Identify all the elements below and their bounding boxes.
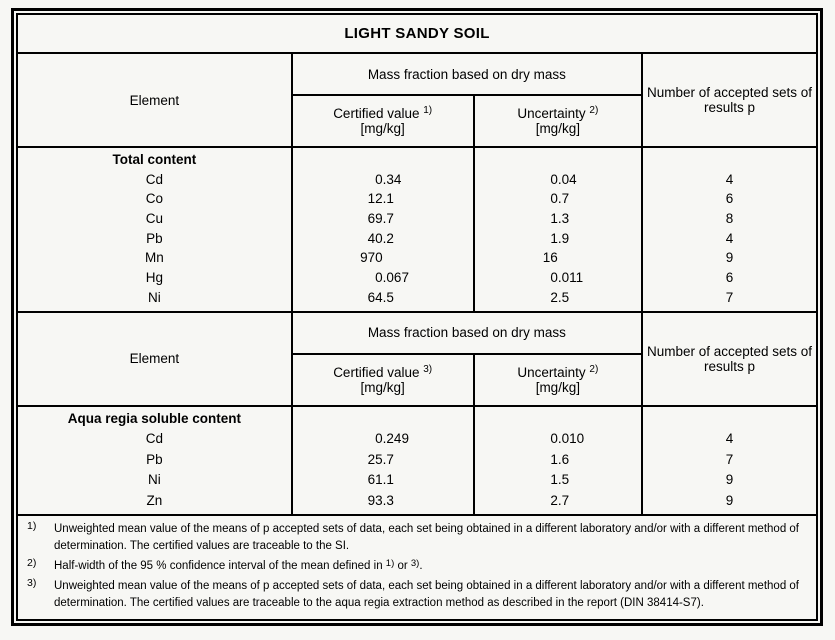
element-symbol: Hg (145, 270, 163, 286)
element-symbol: Cu (145, 211, 163, 227)
uncertainty-value: 0.04 (550, 171, 577, 187)
uncertainty-value: 0.011 (550, 270, 584, 286)
footnotes: 1) Unweighted mean value of the means of … (18, 515, 816, 619)
group-label: Total content (112, 152, 197, 167)
header-mass-fraction-2: Mass fraction based on dry mass (291, 311, 644, 355)
header-uncertainty-1: Uncertainty 2) [mg/kg] (473, 95, 644, 148)
certified-value-label: Certified value (333, 106, 420, 121)
accepted-sets-count: 9 (725, 250, 734, 266)
footnote-marker: 1) (27, 520, 37, 533)
group-label: Aqua regia soluble content (67, 410, 241, 426)
spacer-line (475, 150, 641, 170)
element-symbol: Pb (146, 230, 163, 246)
data-cell-certified: 0.249 25.7 61.1 93.3 (291, 405, 475, 517)
unit-label: [mg/kg] (535, 379, 580, 395)
footnote-ref-2: 2) (589, 105, 599, 116)
header-mass-fraction-1: Mass fraction based on dry mass (291, 53, 644, 96)
accepted-sets-count: 7 (725, 289, 734, 305)
unit-label: [mg/kg] (360, 379, 405, 395)
accepted-sets-count: 7 (725, 451, 734, 467)
spacer-line (475, 409, 641, 430)
certified-value: 970 (360, 250, 383, 266)
certified-value-label: Certified value (333, 364, 420, 380)
accepted-sets-count: 6 (725, 191, 734, 207)
element-symbol: Mn (144, 250, 164, 266)
uncertainty-value: 2.5 (550, 289, 570, 305)
spacer-line (293, 409, 473, 430)
certified-value: 64.5 (367, 289, 394, 305)
accepted-sets-count: 4 (725, 431, 734, 447)
element-symbol: Co (145, 191, 163, 207)
data-cell-uncertainty: 0.04 0.7 1.3 1.9 16 0.011 2.5 (473, 147, 644, 313)
page-title: LIGHT SANDY SOIL (18, 15, 816, 54)
footnote-ref-inline: 3) (410, 558, 420, 570)
data-cell-elements: Total content Cd Co Cu Pb Mn Hg Ni (18, 147, 293, 313)
certified-value: 40.2 (367, 230, 394, 246)
uncertainty-label: Uncertainty (517, 106, 586, 121)
footnote: 2) Half-width of the 95 % confidence inte… (22, 557, 810, 575)
footnote: 3) Unweighted mean value of the means of … (22, 577, 810, 612)
header-uncertainty-2: Uncertainty 2) [mg/kg] (473, 353, 644, 407)
certified-values-table: LIGHT SANDY SOIL Element Mass fraction b… (18, 15, 816, 619)
uncertainty-value: 0.010 (550, 431, 585, 447)
footnote-marker: 2) (27, 557, 37, 570)
footnote-ref-1: 1) (423, 105, 433, 116)
accepted-sets-count: 9 (725, 472, 734, 488)
data-cell-p: 4 7 9 9 (642, 405, 816, 517)
element-symbol: Pb (146, 451, 163, 467)
data-cell-uncertainty: 0.010 1.6 1.5 2.7 (473, 405, 644, 517)
uncertainty-value: 0.7 (550, 191, 570, 207)
uncertainty-value: 16 (542, 250, 558, 266)
certified-value: 0.34 (375, 171, 402, 187)
certified-value: 93.3 (367, 492, 394, 508)
element-symbol: Cd (145, 431, 163, 447)
footnote-ref-inline: 1) (385, 558, 395, 570)
footnote-marker: 3) (27, 577, 37, 590)
spacer-line (643, 409, 816, 430)
uncertainty-value: 1.6 (550, 451, 570, 467)
table-inner-frame: LIGHT SANDY SOIL Element Mass fraction b… (16, 13, 818, 622)
spacer-line (643, 150, 816, 170)
header-certified-value-2: Certified value 3) [mg/kg] (291, 353, 475, 407)
certified-value: 0.067 (375, 270, 409, 286)
certified-value: 0.249 (375, 431, 409, 447)
element-symbol: Ni (147, 289, 161, 305)
header-accepted-sets-1: Number of accepted sets of results p (642, 53, 816, 148)
accepted-sets-count: 4 (725, 171, 734, 187)
certified-value: 25.7 (367, 451, 394, 467)
footnote-ref-2: 2) (589, 363, 599, 375)
accepted-sets-count: 9 (725, 492, 734, 508)
footnote-text: Unweighted mean value of the means of p … (54, 523, 800, 553)
accepted-sets-count: 6 (725, 270, 734, 286)
footnote-text: Half-width of the 95 % confidence interv… (54, 558, 423, 573)
uncertainty-value: 2.7 (550, 492, 570, 508)
accepted-sets-count: 8 (725, 211, 734, 227)
unit-label: [mg/kg] (535, 121, 580, 136)
spacer-line (293, 150, 473, 170)
uncertainty-value: 1.5 (550, 472, 570, 488)
uncertainty-label: Uncertainty (517, 364, 586, 380)
accepted-sets-count: 4 (725, 230, 734, 246)
header-certified-value-1: Certified value 1) [mg/kg] (291, 95, 475, 148)
header-element-2: Element (18, 311, 293, 407)
uncertainty-value: 1.3 (550, 211, 570, 227)
element-symbol: Cd (145, 171, 163, 187)
data-cell-p: 4 6 8 4 9 6 7 (642, 147, 816, 313)
uncertainty-value: 1.9 (550, 230, 570, 246)
footnote: 1) Unweighted mean value of the means of … (22, 520, 810, 555)
unit-label: [mg/kg] (360, 121, 405, 136)
footnote-ref-3: 3) (423, 363, 433, 375)
header-accepted-sets-2: Number of accepted sets of results p (642, 311, 816, 407)
certified-value: 12.1 (367, 191, 394, 207)
element-symbol: Ni (147, 472, 161, 488)
data-cell-certified: 0.34 12.1 69.7 40.2 970 0.067 64.5 (291, 147, 475, 313)
footnote-text: Unweighted mean value of the means of p … (54, 580, 800, 610)
certified-value: 61.1 (367, 472, 394, 488)
table-outer-frame: LIGHT SANDY SOIL Element Mass fraction b… (11, 8, 823, 627)
data-cell-elements: Aqua regia soluble content Cd Pb Ni Zn (18, 405, 293, 517)
element-symbol: Zn (146, 492, 163, 508)
certified-value: 69.7 (367, 211, 394, 227)
header-element-1: Element (18, 53, 293, 148)
